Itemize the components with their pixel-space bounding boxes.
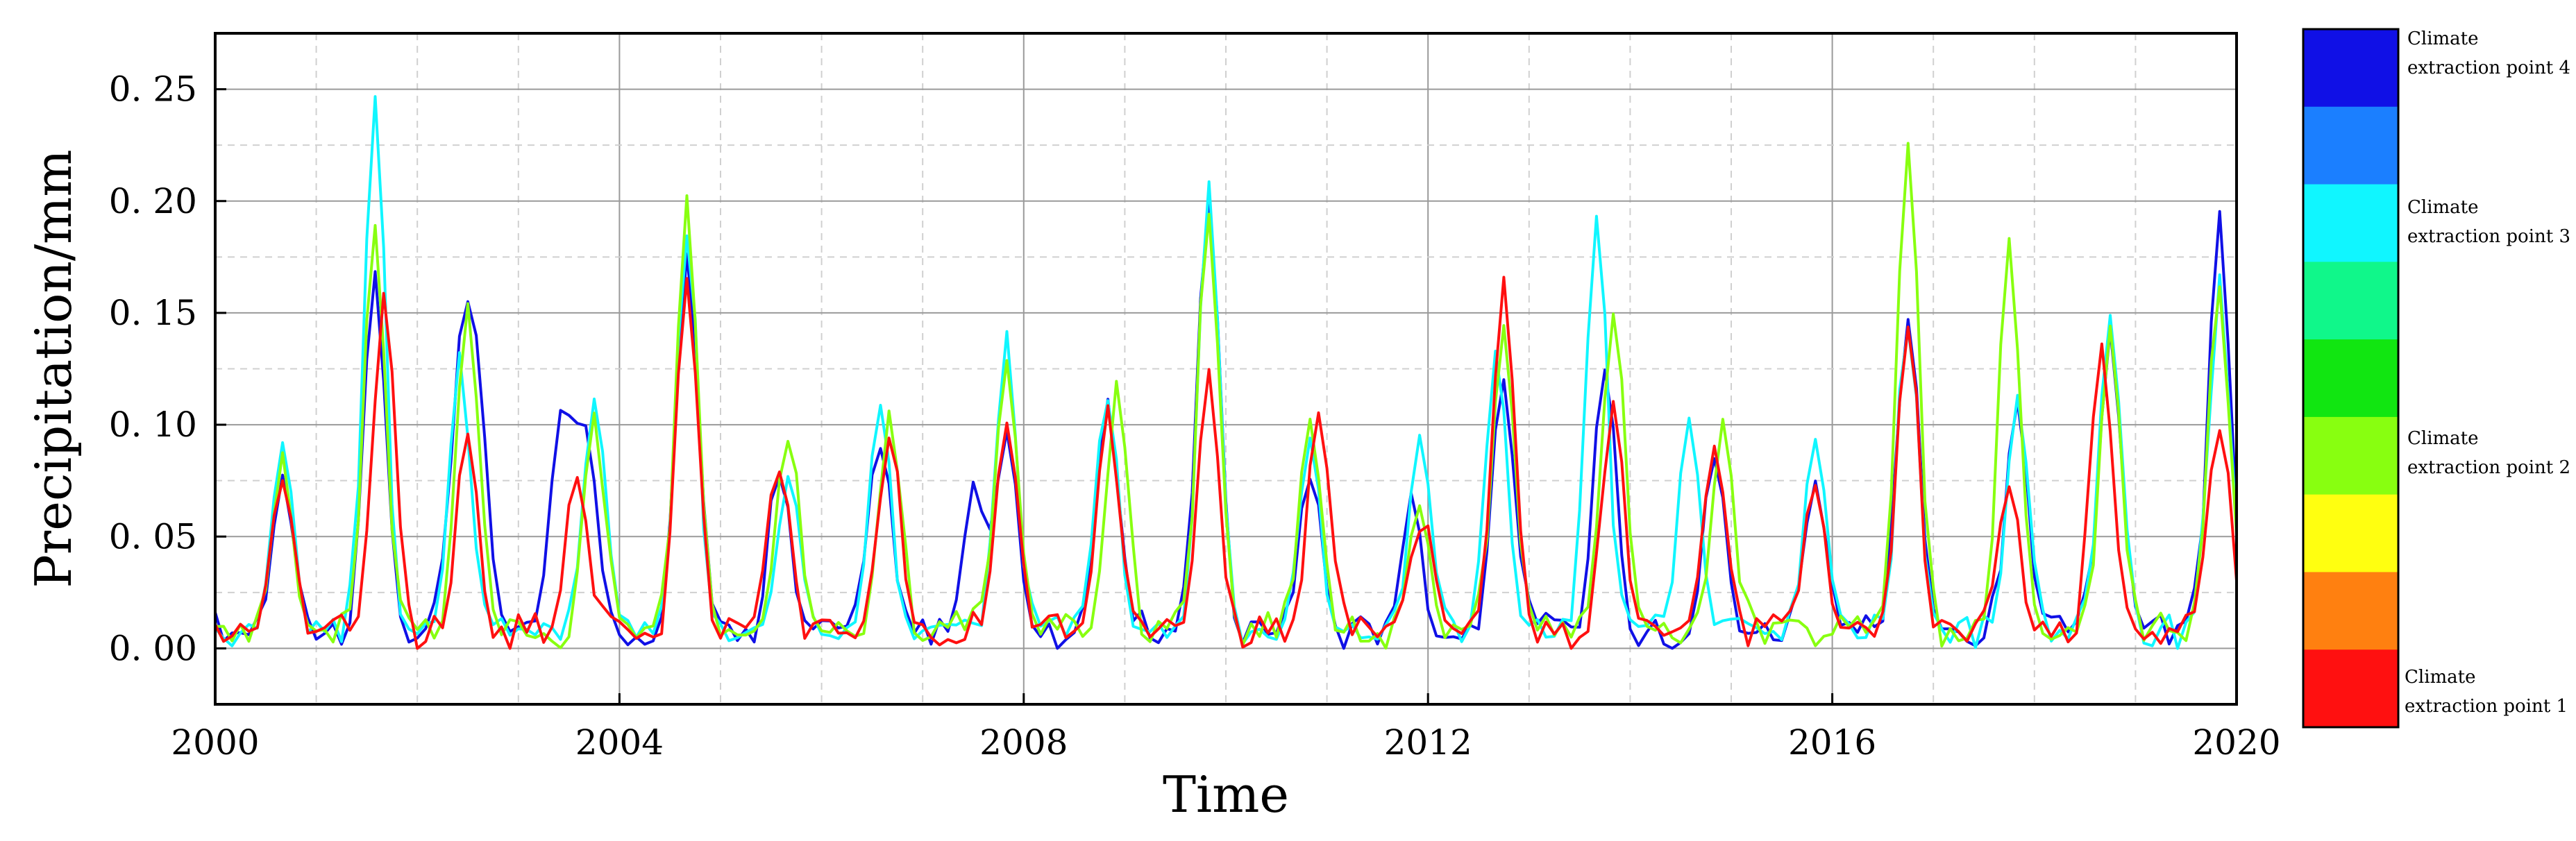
colorbar-segment <box>2303 262 2398 340</box>
colorbar-frame <box>2302 28 2400 729</box>
x-tick-label: 2020 <box>2192 722 2280 763</box>
colorbar-label-line1: Climate <box>2405 667 2476 688</box>
axis-ticks: 2000 2004 2008 2012 2016 2020 0. 00 0. 05 0. 10 0… <box>109 69 2281 763</box>
colorbar-legend: Climate extraction point 4 Climate extracti… <box>2302 28 2570 729</box>
grid-lines <box>214 33 2237 705</box>
colorbar-label-line2: extraction point 2 <box>2407 457 2570 478</box>
colorbar-label-line2: extraction point 1 <box>2405 696 2568 717</box>
colorbar-segment <box>2303 184 2398 262</box>
colorbar-segment <box>2303 29 2398 108</box>
plot-frame <box>214 32 2238 706</box>
colorbar-segment <box>2303 416 2398 495</box>
y-tick-label: 0. 20 <box>109 181 197 221</box>
series-line-point-2 <box>214 142 2238 649</box>
colorbar-segment <box>2303 106 2398 185</box>
x-tick-label: 2012 <box>1384 722 1472 763</box>
colorbar-segment <box>2303 572 2398 650</box>
colorbar-segment <box>2303 494 2398 572</box>
y-tick-label: 0. 25 <box>109 69 197 110</box>
colorbar-label-line1: Climate <box>2407 428 2479 449</box>
colorbar-label-line1: Climate <box>2407 28 2479 49</box>
colorbar-segment <box>2303 339 2398 418</box>
colorbar-label-line2: extraction point 4 <box>2407 58 2570 78</box>
y-tick-label: 0. 05 <box>109 516 197 557</box>
y-axis-title: Precipitation/mm <box>24 149 83 588</box>
x-tick-label: 2008 <box>979 722 1068 763</box>
y-tick-label: 0. 00 <box>109 628 197 668</box>
x-tick-label: 2000 <box>171 722 259 763</box>
x-tick-label: 2004 <box>575 722 664 763</box>
colorbar-segment <box>2303 649 2398 728</box>
colorbar-label-line1: Climate <box>2407 197 2479 218</box>
colorbar-label-line2: extraction point 3 <box>2407 226 2570 247</box>
x-axis-title: Time <box>1163 765 1289 824</box>
series-line-point-1 <box>214 275 2238 650</box>
x-tick-label: 2016 <box>1788 722 1876 763</box>
y-tick-label: 0. 15 <box>109 293 197 333</box>
y-tick-label: 0. 10 <box>109 405 197 445</box>
series-lines <box>214 95 2238 650</box>
